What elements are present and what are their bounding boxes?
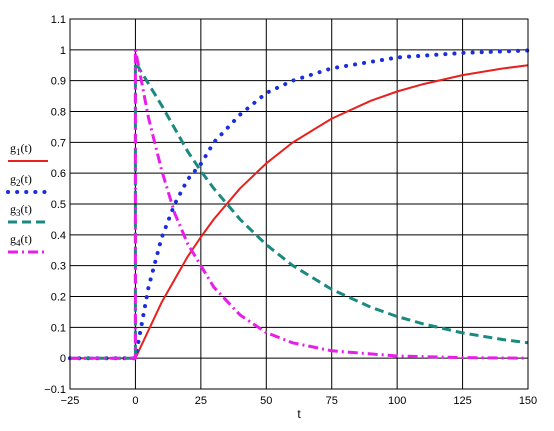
x-axis-label: t — [297, 407, 301, 421]
y-tick-label: −0.1 — [44, 384, 66, 396]
x-tick-label: 25 — [195, 395, 207, 407]
y-tick-label: 0.5 — [51, 199, 66, 211]
y-tick-label: 0.8 — [51, 107, 66, 119]
series-line-g1 — [70, 64, 529, 360]
y-tick-label: 0.7 — [51, 137, 66, 149]
x-tick-label: 150 — [519, 395, 537, 407]
y-tick-label: 1 — [60, 45, 66, 57]
y-tick-label: 1.1 — [51, 14, 66, 26]
x-tick-label: 100 — [388, 395, 406, 407]
y-tick-label: 0.3 — [51, 261, 66, 273]
series-line-g2 — [68, 48, 530, 361]
x-tick-label: 125 — [453, 395, 471, 407]
y-tick-label: 0 — [60, 353, 66, 365]
legend: g1(t) g2(t) g3(t) g4(t) — [6, 141, 50, 254]
series-line-g4 — [70, 48, 529, 360]
legend-label-g3: g3(t) — [10, 202, 32, 218]
y-tick-label: 0.2 — [51, 292, 66, 304]
x-tick-label: 50 — [260, 395, 272, 407]
legend-label-g4: g4(t) — [10, 232, 32, 248]
y-tick-label: 0.6 — [51, 168, 66, 180]
tick-labels: −25 0 25 50 75 100 125 150 −0.1 0 0.1 0.2 0.3 0.4 0.5 0… — [44, 14, 537, 407]
x-tick-label: 75 — [326, 395, 338, 407]
legend-label-g2: g2(t) — [10, 172, 32, 188]
legend-label-g1: g1(t) — [10, 141, 32, 157]
series-layer — [68, 48, 530, 361]
series-line-g3 — [70, 60, 529, 360]
y-tick-label: 0.4 — [51, 230, 66, 242]
plot-frame — [69, 18, 529, 390]
y-tick-label: 0.1 — [51, 322, 66, 334]
x-tick-label: −25 — [61, 395, 80, 407]
x-tick-label: 0 — [132, 395, 138, 407]
y-tick-label: 0.9 — [51, 76, 66, 88]
